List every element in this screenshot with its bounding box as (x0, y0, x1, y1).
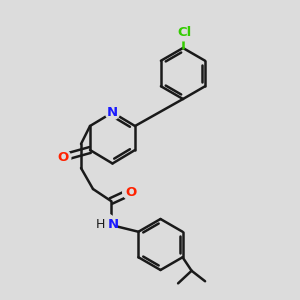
Text: H: H (96, 218, 105, 231)
Circle shape (175, 24, 192, 41)
Circle shape (105, 105, 120, 120)
Text: O: O (57, 151, 69, 164)
Text: N: N (108, 218, 119, 231)
Text: Cl: Cl (177, 26, 192, 39)
Text: O: O (125, 185, 136, 199)
Circle shape (123, 184, 138, 200)
Text: N: N (107, 106, 118, 119)
Circle shape (94, 214, 116, 236)
Circle shape (55, 150, 71, 165)
